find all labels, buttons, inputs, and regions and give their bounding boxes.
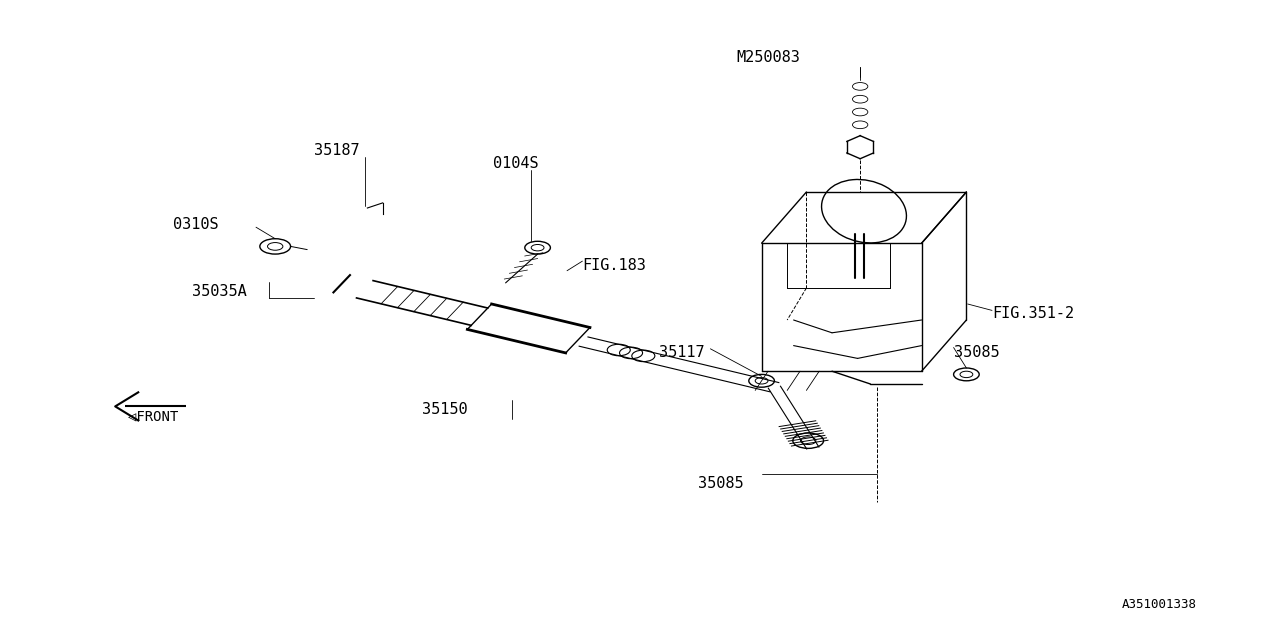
Text: 35187: 35187 bbox=[314, 143, 360, 158]
Text: 35085: 35085 bbox=[698, 476, 744, 491]
Text: FIG.351-2: FIG.351-2 bbox=[992, 306, 1074, 321]
Text: 0104S: 0104S bbox=[493, 156, 539, 171]
Text: A351001338: A351001338 bbox=[1121, 598, 1197, 611]
Text: 35117: 35117 bbox=[659, 344, 705, 360]
Text: 35085: 35085 bbox=[954, 344, 1000, 360]
Text: 0310S: 0310S bbox=[173, 216, 219, 232]
Text: 35035A: 35035A bbox=[192, 284, 247, 299]
Text: M250083: M250083 bbox=[736, 50, 800, 65]
Text: ◁FRONT: ◁FRONT bbox=[128, 409, 178, 423]
Text: FIG.183: FIG.183 bbox=[582, 258, 646, 273]
Text: 35150: 35150 bbox=[422, 402, 468, 417]
